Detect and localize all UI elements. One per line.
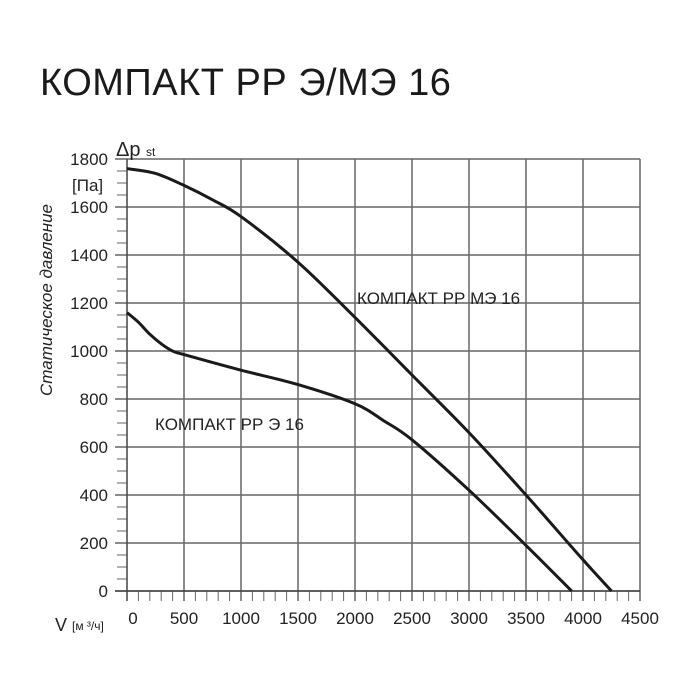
y-unit: [Па] bbox=[72, 176, 103, 195]
y-tick-label: 1800 bbox=[70, 150, 108, 169]
y-symbol: Δp bbox=[116, 139, 140, 161]
y-axis-label: Статическое давление bbox=[37, 204, 56, 396]
y-tick-label: 800 bbox=[80, 390, 108, 409]
series-line bbox=[126, 311, 573, 593]
y-tick-label: 1200 bbox=[70, 294, 108, 313]
y-tick-label: 1600 bbox=[70, 198, 108, 217]
series-label: КОМПАКТ РР МЭ 16 bbox=[357, 289, 520, 308]
x-tick-label: 3500 bbox=[507, 609, 545, 628]
x-tick-label: 0 bbox=[128, 609, 137, 628]
x-tick-label: 2000 bbox=[336, 609, 374, 628]
x-axis-label: V bbox=[55, 615, 67, 635]
y-tick-label: 1400 bbox=[70, 246, 108, 265]
x-tick-label: 3000 bbox=[450, 609, 488, 628]
series-label: КОМПАКТ РР Э 16 bbox=[155, 415, 304, 434]
series-line bbox=[126, 167, 613, 593]
x-tick-label: 2500 bbox=[393, 609, 431, 628]
x-tick-label: 500 bbox=[170, 609, 198, 628]
x-unit: [м ³/ч] bbox=[72, 619, 104, 633]
y-symbol-sub: st bbox=[146, 145, 156, 159]
y-tick-label: 200 bbox=[80, 534, 108, 553]
x-tick-label: 1500 bbox=[279, 609, 317, 628]
x-tick-label: 4000 bbox=[564, 609, 602, 628]
y-tick-label: 1000 bbox=[70, 342, 108, 361]
y-tick-label: 400 bbox=[80, 486, 108, 505]
x-tick-label: 4500 bbox=[621, 609, 659, 628]
x-tick-label: 1000 bbox=[222, 609, 260, 628]
chart-title: КОМПАКТ РР Э/МЭ 16 bbox=[40, 62, 452, 104]
y-tick-label: 600 bbox=[80, 438, 108, 457]
y-tick-label: 0 bbox=[99, 582, 108, 601]
